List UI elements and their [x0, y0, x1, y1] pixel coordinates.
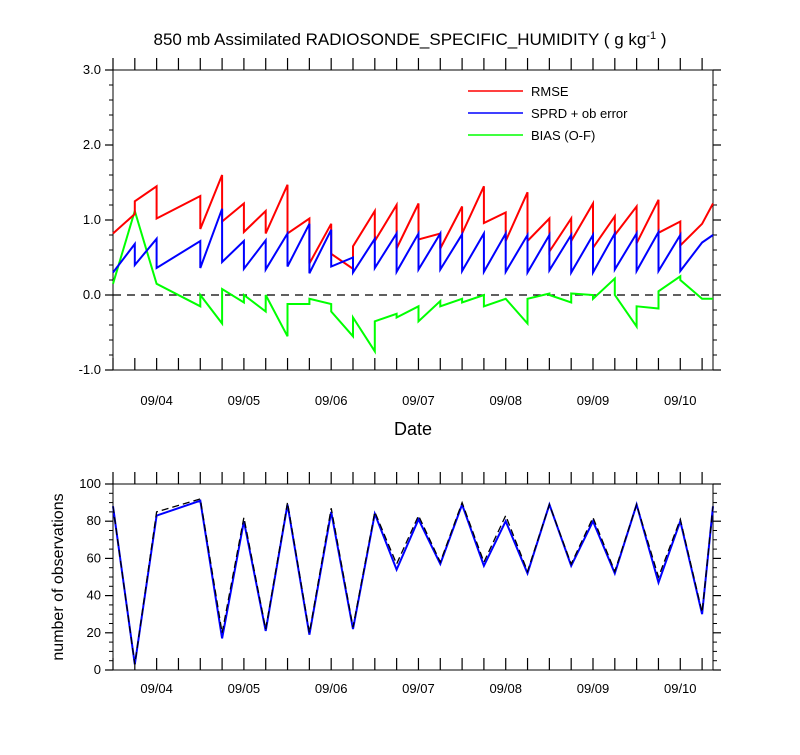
- x-tick-label: 09/05: [228, 393, 261, 408]
- series-line-sprd-ob-error: [112, 208, 714, 277]
- top-panel: -1.00.01.02.03.0 09/04 09/05 09/06 09/07 09/…: [79, 58, 721, 439]
- top-ticks: [105, 58, 721, 371]
- top-y-tick-labels: -1.0 0.0 1.0 2.0 3.0: [79, 62, 101, 377]
- y-tick-label: 80: [87, 513, 101, 528]
- chart-title-suffix: ): [656, 30, 666, 49]
- series-line-bias-o-f-: [112, 207, 713, 355]
- bottom-x-tick-labels: 09/04 09/05 09/06 09/07 09/08 09/09 09/10: [140, 681, 696, 696]
- x-tick-label: 09/06: [315, 393, 348, 408]
- x-tick-label: 09/05: [228, 681, 261, 696]
- x-tick-label: 09/09: [577, 681, 610, 696]
- chart-title-main: 850 mb Assimilated RADIOSONDE_SPECIFIC_H…: [154, 30, 647, 49]
- x-tick-label: 09/04: [140, 393, 173, 408]
- legend-label-bias: BIAS (O-F): [531, 128, 595, 143]
- legend: RMSE SPRD + ob error BIAS (O-F): [468, 84, 628, 143]
- x-tick-label: 09/08: [489, 681, 522, 696]
- x-tick-label: 09/07: [402, 681, 435, 696]
- y-tick-label: 3.0: [83, 62, 101, 77]
- bottom-ticks: [105, 472, 721, 671]
- top-x-tick-labels: 09/04 09/05 09/06 09/07 09/08 09/09 09/10: [140, 393, 696, 408]
- y-tick-label: 20: [87, 625, 101, 640]
- x-tick-label: 09/04: [140, 681, 173, 696]
- y-tick-label: 60: [87, 550, 101, 565]
- y-tick-label: 100: [79, 476, 101, 491]
- legend-label-sprd: SPRD + ob error: [531, 106, 628, 121]
- y-tick-label: 0: [94, 662, 101, 677]
- bottom-y-tick-labels: 0 20 40 60 80 100: [79, 476, 101, 677]
- y-tick-label: 0.0: [83, 287, 101, 302]
- bottom-y-axis-title: number of observations: [50, 493, 67, 660]
- chart-title: 850 mb Assimilated RADIOSONDE_SPECIFIC_H…: [154, 30, 667, 49]
- chart-title-exponent: -1: [646, 30, 656, 42]
- x-tick-label: 09/07: [402, 393, 435, 408]
- series-line-observations-possible: [112, 498, 714, 665]
- y-tick-label: 2.0: [83, 137, 101, 152]
- x-tick-label: 09/06: [315, 681, 348, 696]
- y-tick-label: 1.0: [83, 212, 101, 227]
- y-tick-label: 40: [87, 588, 101, 603]
- x-axis-title: Date: [394, 419, 432, 439]
- x-tick-label: 09/08: [489, 393, 522, 408]
- series-line-observations-used: [112, 499, 714, 665]
- x-tick-label: 09/10: [664, 393, 697, 408]
- bottom-series-group: [112, 498, 714, 665]
- x-tick-label: 09/09: [577, 393, 610, 408]
- y-tick-label: -1.0: [79, 362, 101, 377]
- x-tick-label: 09/10: [664, 681, 697, 696]
- legend-label-rmse: RMSE: [531, 84, 569, 99]
- top-series-group: [112, 174, 714, 355]
